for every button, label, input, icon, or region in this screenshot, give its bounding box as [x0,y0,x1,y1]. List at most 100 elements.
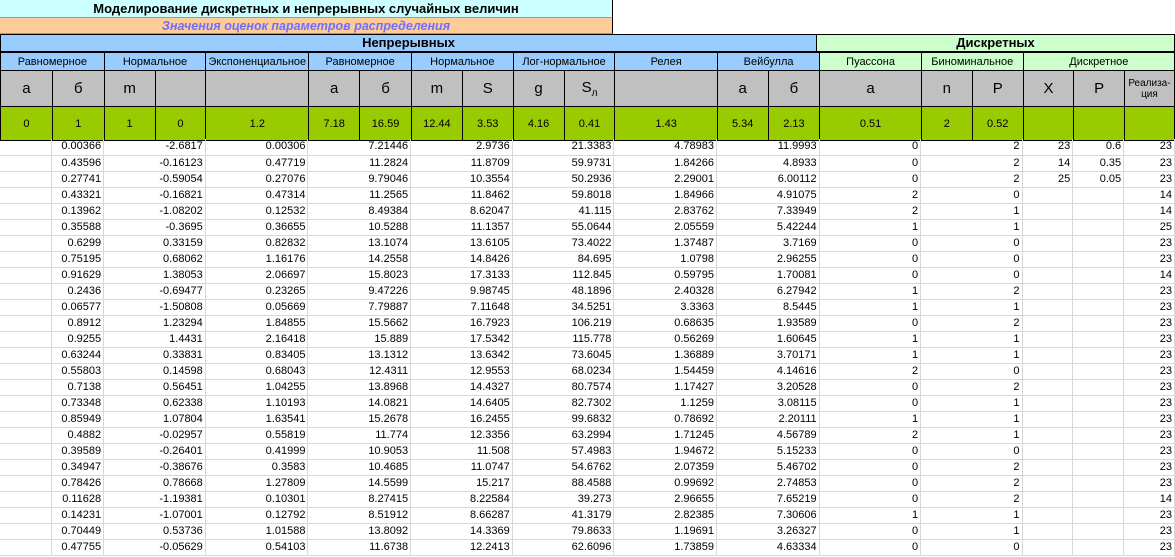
table-cell[interactable]: 0 [819,443,922,460]
table-cell[interactable]: 11.8462 [410,187,513,204]
param-value-cell[interactable]: 7.18 [308,106,361,141]
table-cell[interactable]: 1 [920,411,1023,428]
table-cell[interactable]: 1.94672 [613,443,717,460]
table-cell[interactable]: 84.695 [512,251,615,268]
param-cell[interactable]: m [103,70,156,107]
table-cell[interactable]: 1.71245 [613,427,717,444]
dist-uniform-1[interactable]: Равномерное [0,52,105,71]
table-cell[interactable]: 4.14616 [716,363,820,380]
table-cell[interactable] [1022,267,1074,284]
table-cell[interactable]: 23 [1123,523,1175,540]
param-cell[interactable]: m [410,70,463,107]
table-cell[interactable] [1072,523,1125,540]
table-cell[interactable]: 0.70449 [51,523,105,540]
table-cell[interactable] [1072,395,1125,412]
table-cell[interactable]: 1 [819,347,922,364]
table-cell[interactable]: 2.07359 [613,459,717,476]
table-cell[interactable]: 2 [920,155,1023,172]
table-cell[interactable]: 23 [1123,411,1175,428]
table-cell[interactable]: 0.12792 [205,507,309,524]
table-cell[interactable] [0,363,53,380]
table-cell[interactable]: 54.6762 [512,459,615,476]
table-cell[interactable]: 0.7138 [51,379,105,396]
table-cell[interactable]: 7.65219 [716,491,820,508]
table-cell[interactable]: 1.07804 [103,411,206,428]
param-cell[interactable]: б [359,70,412,107]
table-cell[interactable]: 8.49384 [307,203,412,220]
table-cell[interactable]: 1.4431 [103,331,206,348]
table-cell[interactable]: 1.36889 [613,347,717,364]
table-cell[interactable]: 0.9255 [51,331,105,348]
param-value-cell[interactable]: 2.13 [767,106,821,141]
table-cell[interactable]: 0.41999 [205,443,309,460]
table-cell[interactable]: 0 [920,363,1023,380]
table-cell[interactable] [1072,379,1125,396]
table-cell[interactable]: 3.26327 [716,523,820,540]
table-cell[interactable]: 50.2936 [512,171,615,188]
table-cell[interactable]: 1.73859 [613,539,717,556]
table-cell[interactable]: 0.35588 [51,219,105,236]
table-cell[interactable]: 0.73348 [51,395,105,412]
table-cell[interactable]: 11.2824 [307,155,412,172]
table-cell[interactable]: 21.3383 [512,139,615,156]
table-cell[interactable]: 14 [1123,267,1175,284]
table-cell[interactable]: 0.99692 [613,475,717,492]
table-cell[interactable]: 0.6299 [51,235,105,252]
table-cell[interactable]: 7.79887 [307,299,412,316]
table-cell[interactable]: 1.84266 [613,155,717,172]
table-cell[interactable]: 0.8912 [51,315,105,332]
table-cell[interactable]: 0.34947 [51,459,105,476]
table-cell[interactable]: 2 [920,379,1023,396]
table-cell[interactable]: 1.60645 [716,331,820,348]
param-value-cell[interactable] [1123,106,1175,141]
table-cell[interactable]: -1.08202 [103,203,206,220]
table-cell[interactable]: 25 [1123,219,1175,236]
table-cell[interactable] [1022,539,1074,556]
table-cell[interactable]: 10.4685 [307,459,412,476]
table-cell[interactable] [1022,203,1074,220]
table-cell[interactable] [0,475,53,492]
table-cell[interactable]: 17.5342 [410,331,513,348]
table-cell[interactable] [0,203,53,220]
table-cell[interactable]: 0.82832 [205,235,309,252]
param-cell[interactable] [614,70,718,107]
table-cell[interactable] [1022,347,1074,364]
table-cell[interactable]: 14.8426 [410,251,513,268]
table-cell[interactable] [1072,491,1125,508]
table-cell[interactable] [1072,363,1125,380]
table-cell[interactable]: 14.0821 [307,395,412,412]
table-cell[interactable]: 3.70171 [716,347,820,364]
table-cell[interactable]: 1 [920,395,1023,412]
param-value-cell[interactable]: 3.53 [461,106,514,141]
table-cell[interactable]: 1.93589 [716,315,820,332]
table-cell[interactable]: 0.91629 [51,267,105,284]
table-cell[interactable]: 23 [1123,251,1175,268]
table-cell[interactable]: 23 [1123,315,1175,332]
table-cell[interactable]: 1.70081 [716,267,820,284]
table-cell[interactable]: 14.4327 [410,379,513,396]
table-cell[interactable]: 5.46702 [716,459,820,476]
table-cell[interactable] [1022,363,1074,380]
table-cell[interactable]: -0.16821 [103,187,206,204]
table-cell[interactable] [0,235,53,252]
table-cell[interactable] [1072,539,1125,556]
dist-rayleigh[interactable]: Релея [614,52,718,71]
table-cell[interactable]: 23 [1123,507,1175,524]
table-cell[interactable]: 0.43596 [51,155,105,172]
table-cell[interactable]: -0.59054 [103,171,206,188]
table-cell[interactable]: 55.0644 [512,219,615,236]
dist-normal-2[interactable]: Нормальное [410,52,514,71]
table-cell[interactable]: 13.8968 [307,379,412,396]
table-cell[interactable]: 0.54103 [205,539,309,556]
param-cell[interactable]: P [971,70,1024,107]
table-cell[interactable]: 1 [819,507,922,524]
table-cell[interactable]: 23 [1123,539,1175,556]
table-cell[interactable] [0,155,53,172]
table-cell[interactable]: 1 [920,299,1023,316]
table-cell[interactable]: 11.508 [410,443,513,460]
table-cell[interactable] [0,219,53,236]
table-cell[interactable] [1022,395,1074,412]
table-cell[interactable]: 1.84855 [205,315,309,332]
table-cell[interactable]: -0.16123 [103,155,206,172]
table-cell[interactable]: 14.2558 [307,251,412,268]
